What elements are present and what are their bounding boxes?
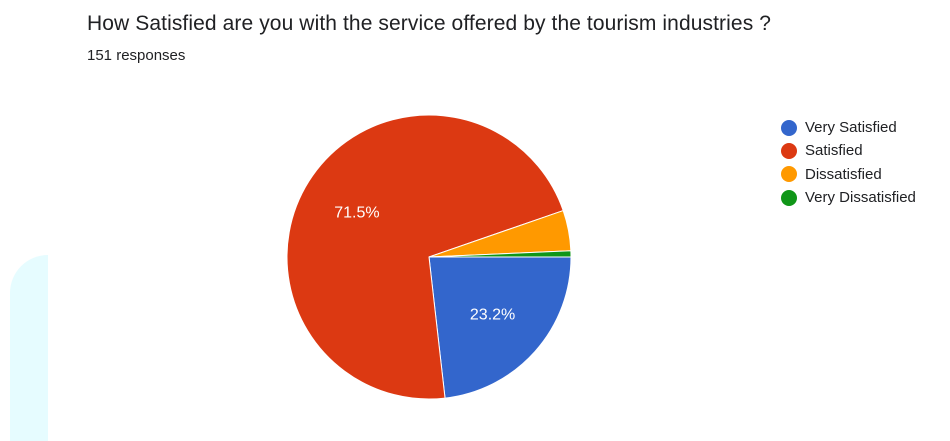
legend-item-very-dissatisfied[interactable]: Very Dissatisfied bbox=[781, 186, 916, 209]
pie-slice-very-dissatisfied[interactable] bbox=[428, 250, 572, 258]
legend-swatch-very-satisfied bbox=[781, 119, 797, 136]
chart-legend: Very Satisfied Satisfied Dissatisfied Very … bbox=[781, 116, 916, 209]
legend-item-satisfied[interactable]: Satisfied bbox=[781, 139, 916, 162]
chart-title: How Satisfied are you with the service o… bbox=[87, 12, 772, 35]
side-accent-decoration bbox=[10, 255, 48, 441]
data-label-satisfied: 71.5% bbox=[334, 205, 379, 222]
legend-item-very-satisfied[interactable]: Very Satisfied bbox=[781, 116, 916, 139]
pie-slice-very-satisfied[interactable] bbox=[428, 256, 572, 399]
legend-swatch-dissatisfied bbox=[781, 166, 797, 183]
pie-slice-satisfied[interactable] bbox=[286, 114, 564, 400]
legend-label-very-dissatisfied: Very Dissatisfied bbox=[805, 189, 916, 207]
legend-swatch-very-dissatisfied bbox=[781, 189, 797, 206]
data-label-very-satisfied: 23.2% bbox=[470, 307, 515, 324]
response-count: 151 responses bbox=[87, 47, 186, 64]
legend-label-very-satisfied: Very Satisfied bbox=[805, 119, 897, 137]
legend-label-dissatisfied: Dissatisfied bbox=[805, 165, 882, 183]
legend-item-dissatisfied[interactable]: Dissatisfied bbox=[781, 163, 916, 186]
legend-label-satisfied: Satisfied bbox=[805, 142, 863, 160]
legend-swatch-satisfied bbox=[781, 142, 797, 159]
